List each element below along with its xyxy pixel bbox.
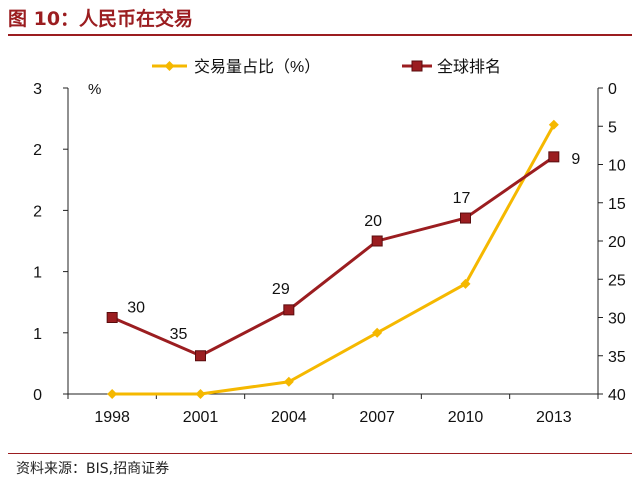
data-label: 9 [571, 151, 580, 168]
series-1-point [283, 376, 294, 387]
series-1-point [107, 389, 118, 399]
series-2-point [548, 151, 560, 163]
x-tick-label: 1998 [94, 409, 130, 426]
left-tick-label: 1 [33, 326, 42, 343]
data-label: 20 [364, 213, 382, 230]
legend-marker-2 [411, 60, 423, 72]
right-tick-label: 30 [608, 311, 626, 328]
x-tick-label: 2013 [536, 409, 572, 426]
x-tick-label: 2007 [359, 409, 395, 426]
x-tick-label: 2001 [183, 409, 219, 426]
title-divider [8, 34, 632, 36]
left-tick-label: 1 [33, 265, 42, 282]
series-2-point [195, 350, 206, 362]
left-axis-unit: % [88, 81, 101, 98]
right-tick-label: 10 [608, 158, 626, 175]
data-label: 30 [127, 300, 145, 317]
data-label: 29 [272, 281, 290, 298]
series-2-point [283, 304, 295, 316]
legend-label-1: 交易量占比（%） [194, 58, 320, 76]
series-line-2 [111, 155, 555, 358]
series-1-point [372, 327, 383, 338]
right-tick-label: 35 [608, 349, 626, 366]
left-tick-label: 2 [33, 142, 42, 159]
legend-marker-1 [164, 61, 175, 71]
chart-title: 图 10：人民币在交易 [8, 8, 194, 30]
data-label: 35 [170, 326, 188, 343]
right-tick-label: 25 [608, 272, 626, 289]
right-tick-label: 15 [608, 196, 626, 213]
data-label: 17 [453, 190, 471, 207]
left-tick-label: 3 [33, 81, 42, 98]
series-1-point [195, 389, 206, 399]
right-tick-label: 5 [608, 119, 617, 136]
series-2-point [106, 312, 118, 323]
source-note: 资料来源：BIS,招商证券 [16, 461, 170, 477]
left-tick-label: 0 [33, 387, 42, 404]
right-tick-label: 40 [608, 387, 626, 404]
legend-label-2: 全球排名 [437, 58, 501, 76]
x-tick-label: 2010 [448, 409, 484, 426]
right-tick-label: 20 [608, 234, 626, 251]
series-line-1 [112, 123, 556, 396]
source-divider [8, 453, 632, 454]
right-tick-label: 0 [608, 81, 617, 98]
x-tick-label: 2004 [271, 409, 307, 426]
left-tick-label: 2 [33, 203, 42, 220]
series-2-point [371, 235, 383, 247]
series-2-point [460, 212, 471, 224]
series-1-point [460, 278, 471, 289]
series-1-point [548, 119, 559, 130]
